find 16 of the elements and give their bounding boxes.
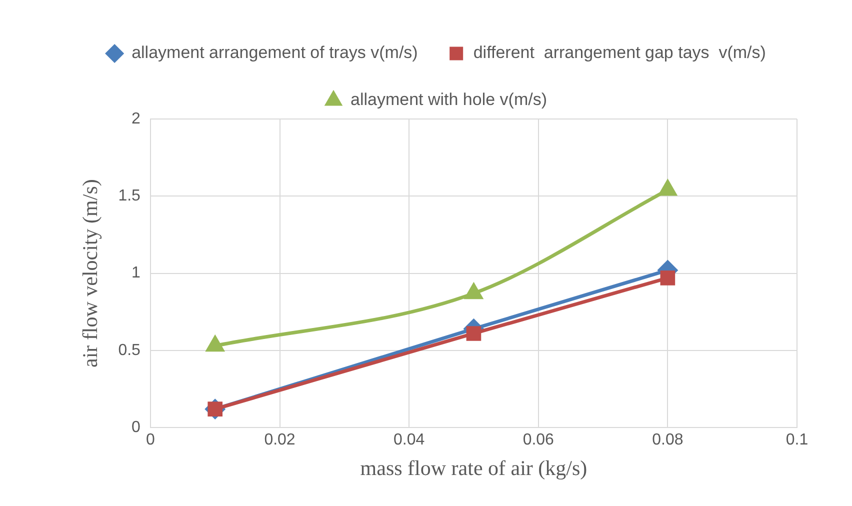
y-axis-title: air flow velocity (m/s) <box>78 179 102 368</box>
y-tick-label: 0 <box>132 419 141 436</box>
x-tick-label: 0.02 <box>264 432 296 449</box>
legend-label: different arrangement gap tays v(m/s) <box>473 43 766 62</box>
legend-label: allayment arrangement of trays v(m/s) <box>132 43 418 62</box>
y-tick-label: 2 <box>132 110 141 128</box>
y-tick-label: 1 <box>132 264 141 282</box>
y-tick-label: 1.5 <box>118 188 141 205</box>
x-tick-label: 0.06 <box>522 432 554 449</box>
y-tick-label: 0.5 <box>118 342 141 359</box>
x-tick-label: 0 <box>146 432 155 449</box>
legend-label: allayment with hole v(m/s) <box>350 90 548 110</box>
x-tick-label: 0.08 <box>652 432 684 449</box>
x-axis-title: mass flow rate of air (kg/s) <box>360 456 588 480</box>
x-tick-label: 0.1 <box>786 432 808 449</box>
x-tick-label: 0.04 <box>393 432 425 449</box>
